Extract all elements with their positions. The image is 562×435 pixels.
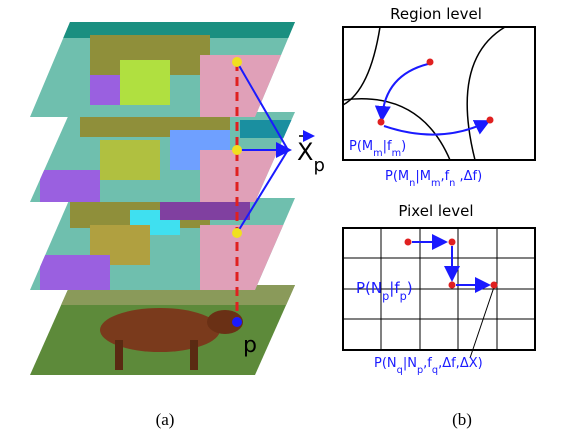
label-text: P(N [356,279,382,297]
figure: Xp p (a) Region level P(Mm|fm) P(Mn|Mm,f… [0,0,562,435]
point [378,119,385,126]
caption: (b) [452,410,472,429]
label-text: ) [401,139,406,154]
label-text: |N [403,356,417,371]
point [232,57,242,67]
point [232,228,242,238]
point [491,282,498,289]
label-text: ,Δf) [455,169,482,184]
vector-label: Xp [297,138,325,176]
label-text: |M [415,169,431,184]
panel-title: Region level [390,5,482,23]
image-layer [20,280,310,380]
point [232,145,242,155]
subscript: m [392,148,402,159]
probability-label: P(Nq|Np,fq,Δf,ΔX) [374,356,483,376]
probability-label: P(Np|fp) [356,279,413,303]
segmentation-layer [20,195,310,295]
subscript: p [313,155,324,176]
probability-label: P(Mm|fm) [349,139,406,159]
subscript: m [431,178,441,189]
segmentation-layer [20,20,310,120]
label-text: |f [383,139,392,154]
label-text: X [297,138,313,166]
arrow [382,64,428,118]
point [487,117,494,124]
arrow [384,122,487,135]
point [449,282,456,289]
label-text: P(M [349,139,373,154]
subscript: m [373,148,383,159]
label-text: ,Δf,ΔX) [438,356,483,371]
leader [470,287,494,358]
subscript: p [400,290,407,303]
segmentation-layer [20,110,310,205]
label-text: P(M [385,169,409,184]
probability-label: P(Mn|Mm,fn ,Δf) [385,169,482,189]
point [232,317,242,327]
point [427,59,434,66]
subscript: p [382,290,389,303]
label-text: P(N [374,356,397,371]
point-label: p [243,333,257,358]
point [449,239,456,246]
caption: (a) [156,410,175,429]
point [405,239,412,246]
panel-title: Pixel level [398,202,473,220]
label-text: ) [407,279,413,297]
